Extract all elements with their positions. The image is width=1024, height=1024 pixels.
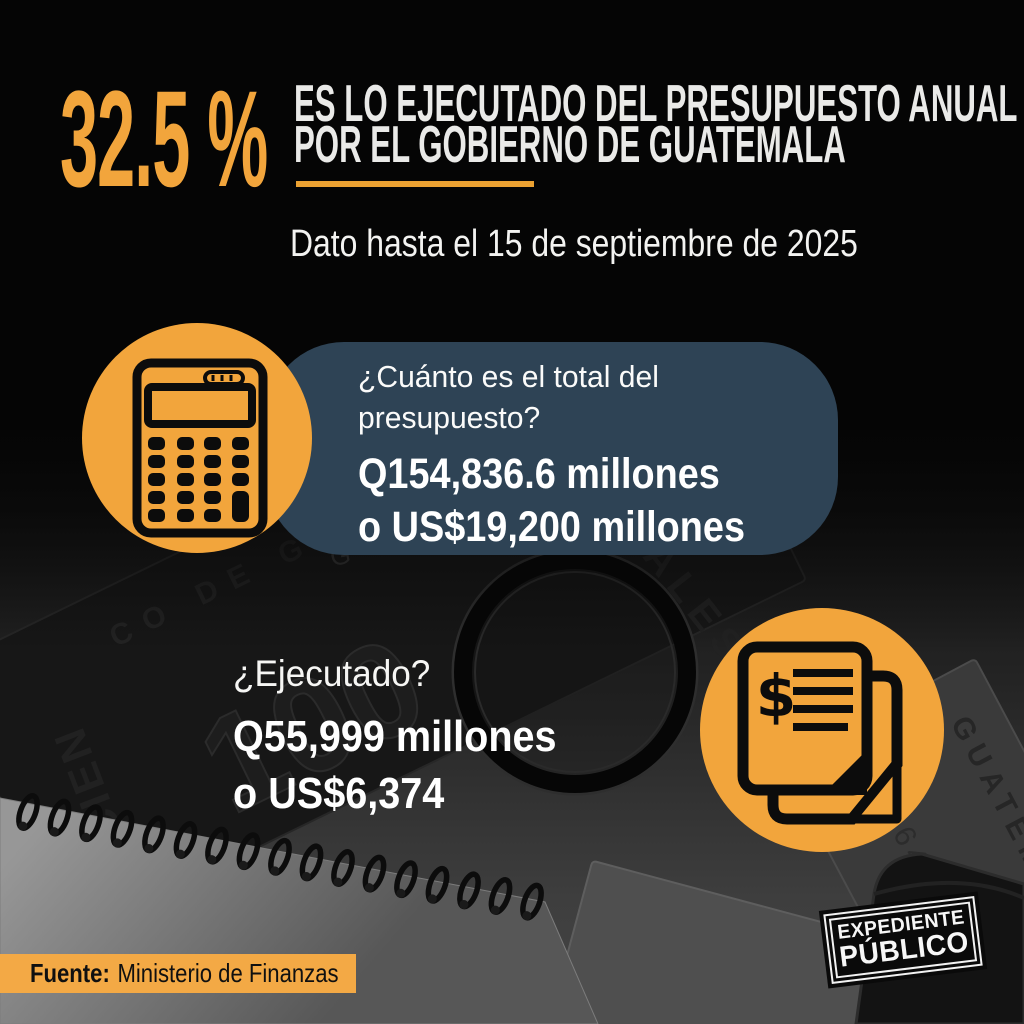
executed-amount-line1: Q55,999 millones — [233, 712, 557, 761]
budget-question: ¿Cuánto es el total del presupuesto? — [358, 356, 659, 438]
executed-question: ¿Ejecutado? — [233, 653, 431, 694]
source-bar: Fuente: Ministerio de Finanzas — [0, 954, 356, 993]
executed-amount-line2: o US$6,374 — [233, 769, 445, 818]
executed-section: ¿Ejecutado? Q55,999 millones o US$6,374 — [233, 651, 593, 822]
source-label: Fuente: — [30, 958, 110, 988]
executed-amount: Q55,999 millones o US$6,374 — [233, 708, 557, 822]
document-badge: $ — [700, 608, 944, 852]
date-note: Dato hasta el 15 de septiembre de 2025 — [290, 223, 858, 265]
budget-amount-line2: o US$19,200 millones — [358, 503, 745, 551]
budget-question-line1: ¿Cuánto es el total del — [358, 359, 659, 394]
calculator-badge — [82, 323, 312, 553]
calculator-icon — [132, 358, 268, 538]
headline: ES LO EJECUTADO DEL PRESUPUESTO ANUAL PO… — [294, 75, 1018, 174]
budget-amount: Q154,836.6 millones o US$19,200 millones — [358, 448, 745, 554]
percentage-value: 32.5 % — [60, 63, 268, 216]
headline-line1: ES LO EJECUTADO DEL PRESUPUESTO ANUAL — [294, 75, 1018, 133]
svg-text:$: $ — [756, 662, 796, 730]
source-value: Ministerio de Finanzas — [117, 958, 339, 988]
budget-amount-line1: Q154,836.6 millones — [358, 450, 720, 498]
headline-underline — [296, 181, 534, 187]
budget-total-panel: ¿Cuánto es el total del presupuesto? Q15… — [266, 342, 838, 555]
headline-line2: POR EL GOBIERNO DE GUATEMALA — [294, 116, 846, 174]
budget-question-line2: presupuesto? — [358, 400, 541, 435]
money-document-icon: $ — [737, 641, 903, 825]
